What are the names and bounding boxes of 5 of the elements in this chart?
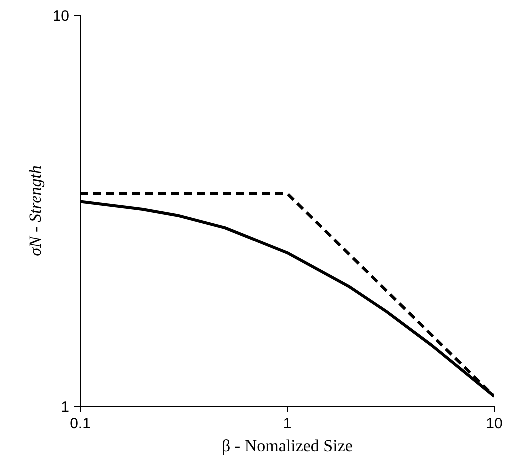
x-tick-label: 10: [486, 416, 503, 432]
x-tick-label: 0.1: [70, 416, 91, 432]
x-tick-label: 1: [283, 416, 292, 432]
y-axis-title: σN - Strength: [26, 166, 45, 256]
x-axis-title: β - Nomalized Size: [222, 436, 353, 456]
